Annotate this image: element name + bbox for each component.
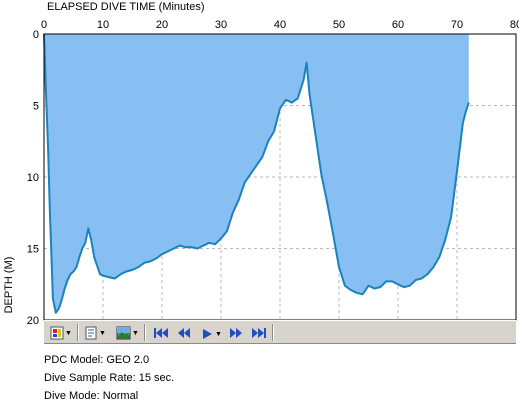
x-tick-label: 40 [274,19,286,31]
y-tick-label: 5 [33,101,39,113]
play-dropdown-button[interactable]: ▼ [200,325,222,343]
chevron-down-icon: ▼ [99,329,106,337]
legend-dropdown-button[interactable]: ▼ [50,324,72,342]
skip-to-start-icon[interactable] [152,325,170,341]
chart-toolbar: ▼ ▼ ▼ ▼ [44,320,516,344]
chevron-down-icon: ▼ [65,329,72,337]
pdc-model-text: PDC Model: GEO 2.0 [44,354,150,366]
depth-area-fill [44,34,469,313]
y-axis-label: DEPTH (M) [3,257,15,314]
depth-profile-line [43,33,470,314]
x-tick-label: 60 [392,19,404,31]
y-tick-label: 20 [27,315,39,327]
x-tick-label: 30 [215,19,227,31]
dive-mode-text: Dive Mode: Normal [44,390,139,402]
export-image-icon [116,326,131,340]
y-tick-label: 15 [27,244,39,256]
properties-dropdown-button[interactable]: ▼ [84,324,106,342]
play-icon [203,329,212,339]
x-tick-label: 10 [97,19,109,31]
properties-icon [85,326,97,340]
dive-info-panel: PDC Model: GEO 2.0 Dive Sample Rate: 15 … [44,351,174,405]
y-tick-label: 0 [33,29,39,41]
chevron-down-icon: ▼ [132,329,139,337]
x-tick-label: 0 [41,19,47,31]
rewind-icon[interactable] [175,325,193,341]
x-tick-label: 20 [156,19,168,31]
export-image-dropdown-button[interactable]: ▼ [116,324,139,342]
chart-title: ELAPSED DIVE TIME (Minutes) [47,1,205,13]
legend-icon [50,326,64,340]
skip-to-end-icon[interactable] [250,325,268,341]
x-tick-label: 80 [510,19,519,31]
fast-forward-icon[interactable] [227,325,245,341]
dive-sample-rate-text: Dive Sample Rate: 15 sec. [44,372,175,384]
x-tick-label: 50 [333,19,345,31]
chevron-down-icon: ▼ [215,330,222,338]
y-tick-label: 10 [27,172,39,184]
x-tick-label: 70 [451,19,463,31]
